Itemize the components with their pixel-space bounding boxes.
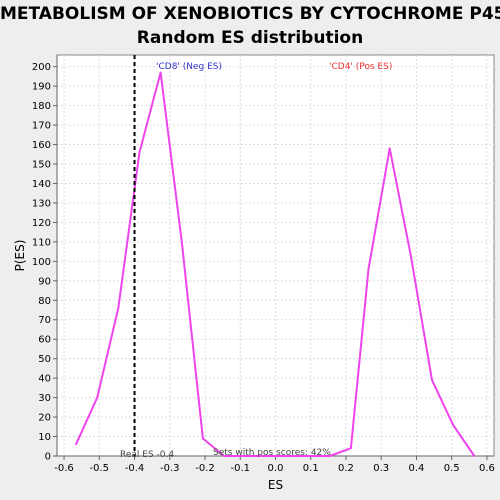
y-tick-label: 190 [32, 82, 51, 93]
data-point [180, 240, 183, 243]
y-tick-label: 50 [38, 354, 51, 365]
data-point [307, 455, 310, 457]
data-point [117, 307, 120, 309]
data-point [159, 71, 162, 74]
x-tick-label: 0.0 [268, 463, 284, 474]
x-tick-label: 0.4 [409, 463, 425, 474]
data-point [223, 455, 225, 457]
data-point [388, 147, 391, 150]
y-tick-label: 10 [38, 432, 51, 443]
x-axis-title: ES [268, 478, 283, 492]
data-point [202, 437, 204, 440]
series-line [75, 71, 476, 457]
chart-title-line2: Random ES distribution [136, 28, 364, 48]
neg-es-label: 'CD8' (Neg ES) [156, 62, 222, 72]
y-tick-label: 100 [32, 257, 51, 268]
y-tick-label: 80 [38, 296, 51, 307]
y-tick-label: 120 [32, 218, 51, 229]
data-point [452, 423, 455, 426]
data-point [75, 443, 77, 446]
y-tick-label: 0 [45, 452, 51, 463]
y-tick-label: 160 [32, 140, 51, 151]
y-axis-title: P(ES) [13, 240, 27, 272]
y-tick-label: 180 [32, 101, 51, 112]
y-tick-label: 40 [38, 374, 51, 385]
chart-title-line1: METABOLISM OF XENOBIOTICS BY CYTOCHROME … [0, 4, 500, 24]
y-tick-label: 70 [38, 315, 51, 326]
pos-es-label: 'CD4' (Pos ES) [329, 62, 392, 72]
x-tick-label: 0.3 [373, 463, 389, 474]
axes: -0.6 -0.5 -0.4 -0.3 -0.2 -0.1 0.0 0.1 0.2 0.3 0.4 0… [32, 55, 495, 474]
data-point [431, 379, 433, 381]
x-tick-label: -0.5 [90, 463, 110, 474]
x-tick-label: -0.6 [54, 463, 74, 474]
pos-scores-label: Sets with pos scores: 42% [213, 448, 331, 458]
real-es-label: Real ES -0.4 [120, 450, 174, 460]
y-tick-label: 20 [38, 413, 51, 424]
y-tick-label: 200 [32, 62, 51, 73]
data-point [138, 151, 141, 154]
y-tick-label: 30 [38, 393, 51, 404]
x-tick-label: -0.1 [231, 463, 251, 474]
data-point [473, 455, 476, 457]
x-tick-label: -0.2 [195, 463, 215, 474]
data-point [367, 268, 370, 271]
x-tick-label: 0.2 [338, 463, 354, 474]
x-tick-label: 0.6 [479, 463, 495, 474]
x-tick-label: -0.4 [125, 463, 145, 474]
data-point [265, 455, 268, 457]
x-tick-label: 0.5 [444, 463, 460, 474]
y-tick-label: 60 [38, 335, 51, 346]
data-point [96, 396, 99, 399]
y-tick-label: 130 [32, 198, 51, 209]
series-layer [75, 71, 476, 457]
data-point [328, 455, 331, 457]
data-point [286, 455, 289, 457]
data-point [244, 455, 247, 457]
y-tick-label: 170 [32, 121, 51, 132]
x-tick-label: 0.1 [303, 463, 319, 474]
y-tick-label: 110 [32, 237, 51, 248]
x-tick-label: -0.3 [160, 463, 180, 474]
y-tick-label: 140 [32, 179, 51, 190]
y-tick-label: 150 [32, 160, 51, 171]
y-tick-label: 90 [38, 276, 51, 287]
data-point [409, 254, 412, 257]
data-point [350, 447, 352, 450]
